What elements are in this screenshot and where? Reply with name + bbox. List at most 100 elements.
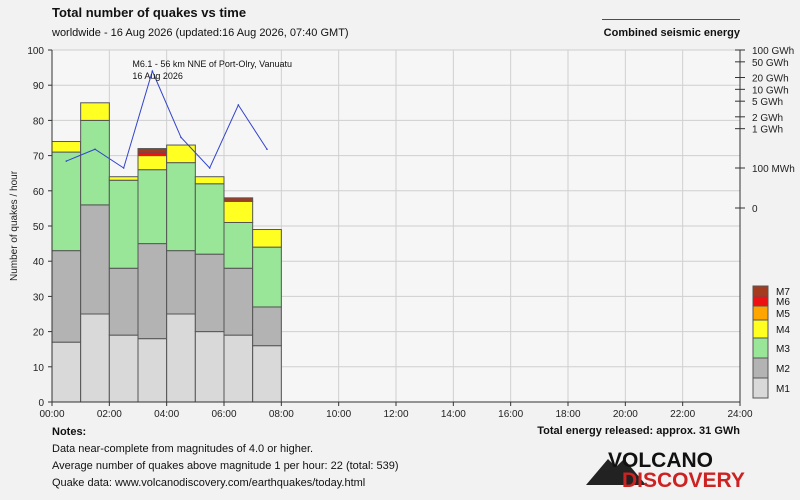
bar-segment-m4 [51,141,82,153]
x-tick-label: 22:00 [670,409,695,420]
x-tick-label: 18:00 [555,409,580,420]
energy-point [151,70,154,72]
energy-tick-label: 20 GWh [752,73,789,84]
y-tick-label: 90 [33,81,45,92]
energy-point [65,160,68,162]
x-tick-label: 06:00 [211,409,236,420]
y-tick-label: 30 [33,292,45,303]
notes-heading: Notes: [52,426,87,438]
bar-segment-m3 [166,162,196,252]
x-tick-label: 04:00 [154,409,179,420]
bar-segment-m4 [252,229,282,248]
bar-segment-m4 [80,102,110,121]
annotation-line: 16 Aug 2026 [132,71,183,81]
x-tick-label: 16:00 [498,409,523,420]
y-tick-label: 70 [33,152,45,163]
energy-legend-label: Combined seismic energy [603,27,740,39]
chart-title: Total number of quakes vs time [52,5,247,20]
legend-swatch-m4 [752,319,769,339]
y-tick-label: 60 [33,187,45,198]
bar-segment-m2 [252,306,282,347]
bar-segment-m1 [194,331,225,403]
x-tick-label: 24:00 [727,409,752,420]
energy-legend-swatch [602,19,740,20]
bar-segment-m3 [80,119,110,206]
bar-segment-m1 [166,313,196,403]
legend-label-m6: M6 [776,297,790,308]
chart-subtitle: worldwide - 16 Aug 2026 (updated:16 Aug … [52,27,349,39]
legend-label-m5: M5 [776,309,790,320]
y-tick-label: 80 [33,116,45,127]
y-tick-label: 20 [33,328,45,339]
legend-label-m4: M4 [776,325,790,336]
bar-segment-m1 [80,313,110,403]
x-tick-label: 10:00 [326,409,351,420]
bar-segment-m4 [223,200,254,223]
bar-segment-m3 [252,246,282,308]
energy-tick-label: 0 [752,204,758,215]
bar-segment-m4 [194,176,225,185]
x-tick-label: 02:00 [97,409,122,420]
energy-tick-label: 5 GWh [752,97,783,108]
bar-segment-m2 [108,267,139,336]
bar-segment-m7 [223,197,254,202]
bar-segment-m2 [80,204,110,315]
annotation-line: M6.1 - 56 km NNE of Port-Olry, Vanuatu [132,59,292,69]
legend-swatch-m3 [752,337,769,359]
notes-block: Notes: Data near-complete from magnitude… [52,424,399,492]
bar-segment-m4 [108,176,139,181]
x-tick-label: 20:00 [613,409,638,420]
note-line: Quake data: www.volcanodiscovery.com/ear… [52,477,366,489]
legend-swatch-m2 [752,357,769,379]
legend-label-m2: M2 [776,364,790,375]
legend-label-m7: M7 [776,287,790,298]
bar-segment-m2 [51,250,82,343]
energy-point [266,148,268,151]
energy-tick-label: 100 GWh [752,46,794,57]
bar-segment-m2 [223,267,254,336]
bar-segment-m3 [223,221,254,269]
bar-segment-m7 [137,148,168,153]
bar-segment-m1 [137,338,168,403]
bar-segment-m2 [166,250,196,315]
legend-label-m3: M3 [776,344,790,355]
x-tick-label: 00:00 [39,409,64,420]
energy-point [208,167,211,169]
energy-tick-label: 1 GWh [752,125,783,136]
bar-segment-m3 [137,169,168,245]
total-energy: Total energy released: approx. 31 GWh [537,425,740,437]
bar-segment-m6 [137,151,168,157]
energy-tick-label: 50 GWh [752,58,789,69]
y-tick-label: 10 [33,363,45,374]
quake-chart: 0 10 20 30 40 50 60 70 80 90 100 00:00 02:00 04:00 06:… [9,46,795,420]
y-tick-label: 40 [33,257,45,268]
logo-line1: VOLCANO [608,449,713,472]
y-tick-label: 50 [33,222,45,233]
note-line: Average number of quakes above magnitude… [52,460,399,472]
bar-segment-m2 [137,243,168,340]
energy-point [122,167,125,169]
volcano-discovery-logo: VOLCANO DISCOVERY [586,449,745,491]
y-tick-label: 100 [27,46,44,57]
bar-segment-m1 [108,334,139,403]
energy-point [180,136,182,139]
y-axis-label: Number of quakes / hour [9,170,20,281]
legend-swatch-m6 [752,295,769,307]
bar-segment-m3 [51,151,82,252]
energy-tick-label: 100 MWh [752,164,795,175]
y-tick-label: 0 [38,398,44,409]
x-tick-label: 14:00 [441,409,466,420]
legend-swatch-m1 [752,377,769,399]
note-line: Data near-complete from magnitudes of 4.… [52,443,314,455]
bar-segment-m3 [194,183,225,255]
x-tick-label: 08:00 [269,409,294,420]
energy-point [94,148,96,151]
bar-segment-m4 [137,155,168,171]
legend-swatch-m7 [752,285,769,297]
bar-segment-m2 [194,253,225,333]
legend-swatch-m5 [752,305,769,321]
bar-segment-m1 [252,345,282,403]
bar-segment-m1 [223,334,254,403]
x-tick-label: 12:00 [383,409,408,420]
energy-point [237,104,240,106]
